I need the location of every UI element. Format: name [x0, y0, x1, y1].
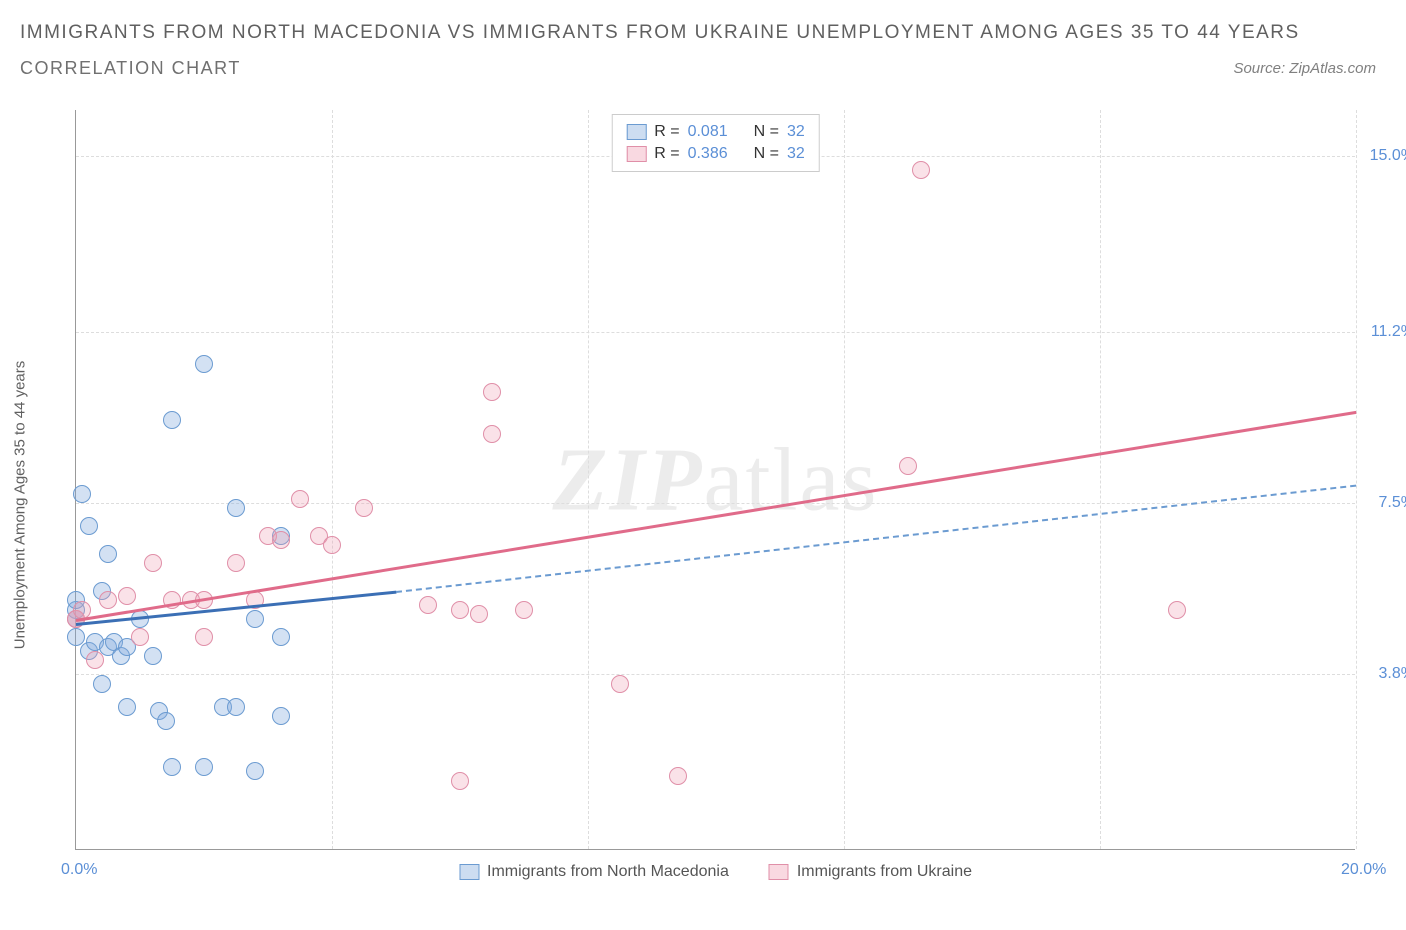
data-point	[470, 605, 488, 623]
data-point	[118, 587, 136, 605]
source-attribution: Source: ZipAtlas.com	[1233, 60, 1376, 77]
y-tick-label: 11.2%	[1371, 323, 1406, 341]
legend-item: Immigrants from North Macedonia	[459, 863, 729, 881]
legend-label: Immigrants from Ukraine	[797, 863, 972, 881]
legend-swatch	[459, 864, 479, 880]
data-point	[227, 698, 245, 716]
legend-n-label: N =	[754, 145, 779, 163]
legend-n-label: N =	[754, 123, 779, 141]
data-point	[246, 762, 264, 780]
legend-bottom: Immigrants from North Macedonia Immigrant…	[459, 863, 972, 881]
gridline-v	[844, 110, 845, 849]
x-tick-label: 0.0%	[61, 861, 97, 879]
legend-swatch	[626, 146, 646, 162]
y-tick-label: 7.5%	[1379, 494, 1406, 512]
legend-item: Immigrants from Ukraine	[769, 863, 972, 881]
data-point	[611, 675, 629, 693]
gridline-h	[76, 332, 1355, 333]
data-point	[419, 596, 437, 614]
data-point	[355, 499, 373, 517]
data-point	[272, 707, 290, 725]
data-point	[227, 554, 245, 572]
data-point	[195, 628, 213, 646]
data-point	[163, 758, 181, 776]
page-title: IMMIGRANTS FROM NORTH MACEDONIA VS IMMIG…	[20, 18, 1386, 48]
legend-swatch	[769, 864, 789, 880]
trend-line	[396, 485, 1356, 593]
data-point	[144, 554, 162, 572]
data-point	[483, 383, 501, 401]
gridline-h	[76, 503, 1355, 504]
data-point	[272, 628, 290, 646]
page-subtitle: CORRELATION CHART	[20, 58, 1386, 79]
header: IMMIGRANTS FROM NORTH MACEDONIA VS IMMIG…	[0, 0, 1406, 79]
y-tick-label: 15.0%	[1370, 147, 1406, 165]
data-point	[227, 499, 245, 517]
data-point	[157, 712, 175, 730]
data-point	[80, 517, 98, 535]
legend-n-value: 32	[787, 145, 805, 163]
gridline-v	[588, 110, 589, 849]
data-point	[195, 355, 213, 373]
data-point	[451, 772, 469, 790]
y-axis-label: Unemployment Among Ages 35 to 44 years	[12, 361, 29, 650]
legend-swatch	[626, 124, 646, 140]
legend-r-label: R =	[654, 145, 679, 163]
data-point	[73, 485, 91, 503]
data-point	[1168, 601, 1186, 619]
legend-r-value: 0.081	[688, 123, 728, 141]
gridline-h	[76, 674, 1355, 675]
legend-label: Immigrants from North Macedonia	[487, 863, 729, 881]
data-point	[899, 457, 917, 475]
data-point	[451, 601, 469, 619]
data-point	[118, 698, 136, 716]
legend-row: R = 0.081 N = 32	[626, 121, 805, 143]
data-point	[195, 758, 213, 776]
data-point	[99, 545, 117, 563]
x-tick-label: 20.0%	[1341, 861, 1386, 879]
chart-container: Unemployment Among Ages 35 to 44 years Z…	[60, 110, 1380, 900]
legend-row: R = 0.386 N = 32	[626, 143, 805, 165]
data-point	[483, 425, 501, 443]
gridline-v	[332, 110, 333, 849]
legend-r-label: R =	[654, 123, 679, 141]
data-point	[912, 161, 930, 179]
legend-n-value: 32	[787, 123, 805, 141]
data-point	[272, 531, 290, 549]
data-point	[144, 647, 162, 665]
data-point	[163, 411, 181, 429]
data-point	[323, 536, 341, 554]
gridline-v	[1356, 110, 1357, 849]
gridline-v	[1100, 110, 1101, 849]
legend-r-value: 0.386	[688, 145, 728, 163]
data-point	[669, 767, 687, 785]
data-point	[515, 601, 533, 619]
legend-stats-box: R = 0.081 N = 32 R = 0.386 N = 32	[611, 114, 820, 172]
y-tick-label: 3.8%	[1379, 665, 1406, 683]
trend-line	[76, 411, 1356, 622]
data-point	[291, 490, 309, 508]
data-point	[246, 610, 264, 628]
data-point	[86, 651, 104, 669]
data-point	[93, 675, 111, 693]
data-point	[99, 591, 117, 609]
data-point	[131, 628, 149, 646]
plot-area: ZIPatlas R =0.081N =32R =0.386N =32 Immi…	[75, 110, 1355, 850]
